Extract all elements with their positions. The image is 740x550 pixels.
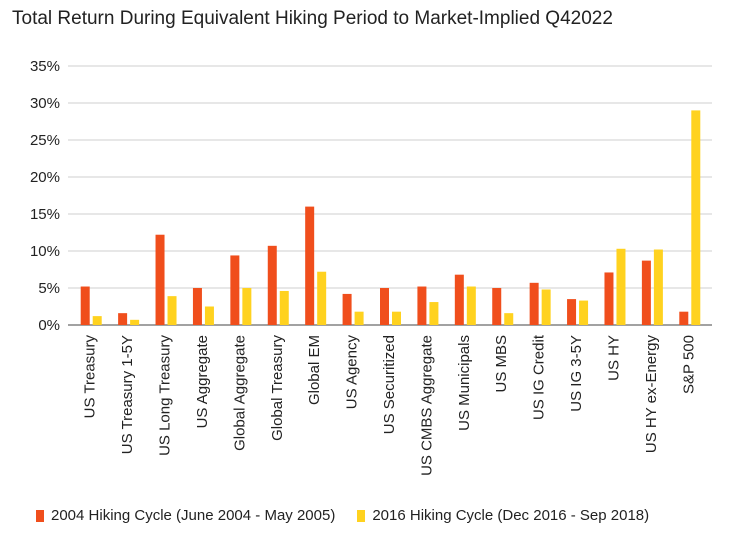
bar-2016 xyxy=(579,300,589,325)
y-tick-label: 15% xyxy=(30,206,60,223)
y-axis-tick-labels: 0% 5% 10% 15% 20% 25% 30% 35% xyxy=(30,58,60,334)
bar-2004 xyxy=(529,282,539,325)
bar-2016 xyxy=(279,290,289,325)
bar-2004 xyxy=(492,288,502,325)
bar-2016 xyxy=(429,302,439,325)
y-tick-label: 35% xyxy=(30,58,60,75)
bar-2004 xyxy=(342,293,352,325)
x-tick-label: US IG Credit xyxy=(531,334,548,420)
legend-item-2004: 2004 Hiking Cycle (June 2004 - May 2005) xyxy=(36,507,335,524)
bar-2004 xyxy=(80,286,90,325)
bar-2016 xyxy=(541,289,551,325)
x-tick-label: US HY ex-Energy xyxy=(643,335,660,454)
bar-2016 xyxy=(204,306,214,325)
legend-item-2016: 2016 Hiking Cycle (Dec 2016 - Sep 2018) xyxy=(357,507,649,524)
y-tick-label: 5% xyxy=(38,280,60,297)
y-tick-label: 20% xyxy=(30,169,60,186)
bar-2016 xyxy=(392,311,401,325)
legend-label-2004: 2004 Hiking Cycle (June 2004 - May 2005) xyxy=(51,507,336,524)
bar-2016 xyxy=(92,316,102,325)
legend-swatch-2004 xyxy=(36,509,44,522)
y-tick-label: 25% xyxy=(30,132,60,149)
x-tick-label: US Treasury 1-5Y xyxy=(119,335,136,454)
bar-2004 xyxy=(305,206,315,325)
x-tick-label: US Aggregate xyxy=(194,335,211,428)
x-tick-label: US Long Treasury xyxy=(157,335,174,456)
bar-2004 xyxy=(454,274,464,325)
x-tick-label: US CMBS Aggregate xyxy=(418,335,435,476)
bars xyxy=(80,110,701,326)
x-tick-label: Global Aggregate xyxy=(231,335,248,451)
legend-swatch-2016 xyxy=(357,509,366,522)
bar-2004 xyxy=(192,288,202,325)
x-tick-label: S&P 500 xyxy=(680,335,697,394)
x-tick-label: US HY xyxy=(605,335,622,381)
bar-2004 xyxy=(267,245,277,325)
x-tick-label: US Municipals xyxy=(456,335,473,431)
bar-2016 xyxy=(616,248,626,325)
gridlines xyxy=(68,65,712,326)
x-tick-label: US Agency xyxy=(344,335,361,410)
x-tick-label: US IG 3-5Y xyxy=(568,335,585,412)
bar-2004 xyxy=(567,299,577,325)
x-tick-label: US MBS xyxy=(493,335,510,393)
bar-2004 xyxy=(604,272,614,325)
bar-2004 xyxy=(679,311,689,325)
x-tick-label: Global Treasury xyxy=(269,335,286,441)
bar-2004 xyxy=(417,286,427,325)
bar-2016 xyxy=(167,296,177,325)
x-tick-label: Global EM xyxy=(306,335,323,405)
x-axis-tick-labels: US Treasury US Treasury 1-5Y US Long Treas… xyxy=(82,334,698,476)
y-tick-label: 10% xyxy=(30,243,60,260)
bar-2004 xyxy=(118,313,128,325)
bar-2016 xyxy=(653,249,663,325)
bar-2016 xyxy=(317,271,327,325)
x-tick-label: US Securitized xyxy=(381,335,398,434)
bar-2016 xyxy=(354,311,364,325)
bar-2016 xyxy=(504,313,514,325)
y-tick-label: 0% xyxy=(38,317,60,334)
bar-2004 xyxy=(380,288,389,325)
bar-2004 xyxy=(155,234,165,325)
bar-2016 xyxy=(466,286,476,325)
y-tick-label: 30% xyxy=(30,95,60,112)
bar-2016 xyxy=(242,288,252,325)
x-tick-label: US Treasury xyxy=(82,335,99,419)
bar-2004 xyxy=(641,260,651,325)
legend: 2004 Hiking Cycle (June 2004 - May 2005)… xyxy=(36,507,649,524)
legend-label-2016: 2016 Hiking Cycle (Dec 2016 - Sep 2018) xyxy=(372,507,650,524)
chart-title: Total Return During Equivalent Hiking Pe… xyxy=(12,8,613,29)
bar-2016 xyxy=(691,110,701,326)
bar-2004 xyxy=(230,255,240,325)
bar-2016 xyxy=(130,319,140,325)
